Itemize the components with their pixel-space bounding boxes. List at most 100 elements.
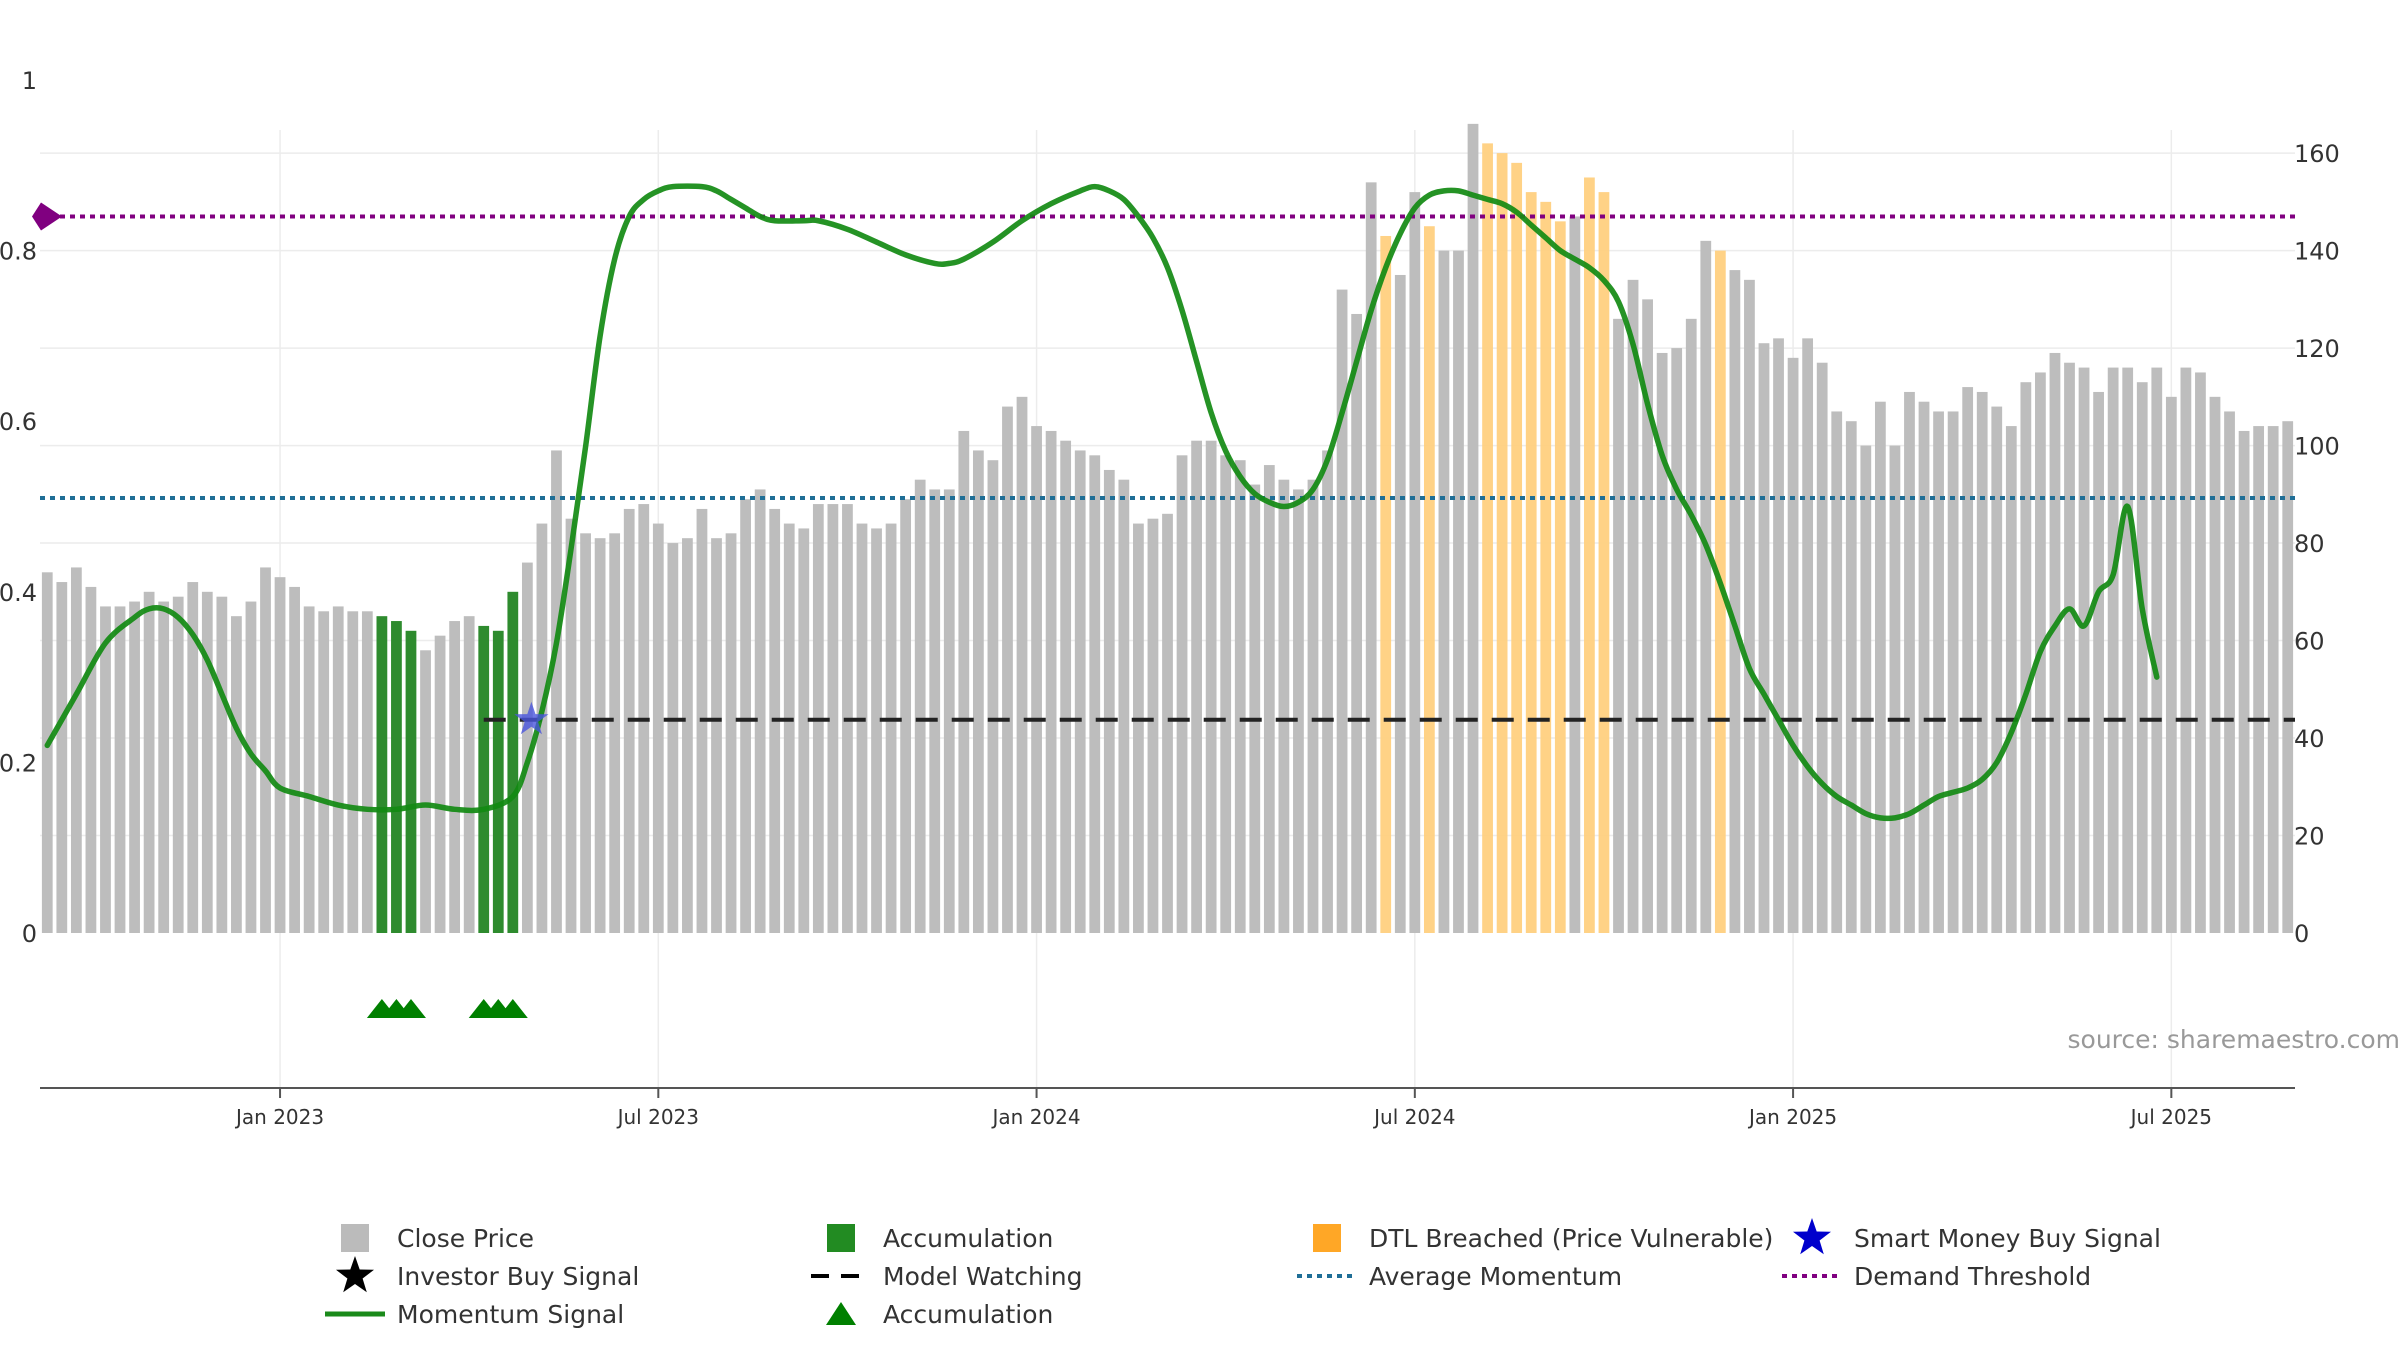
close-price-bar [2165, 396, 2177, 933]
x-tick-label: Jan 2024 [991, 1105, 1081, 1129]
close-price-bar [1729, 270, 1741, 933]
accumulation-bar [391, 621, 402, 933]
close-price-bar [420, 650, 431, 933]
x-tick-label: Jul 2023 [616, 1105, 699, 1129]
close-price-bar [594, 538, 606, 933]
legend-label: Model Watching [883, 1262, 1083, 1291]
close-price-bar [1162, 513, 1173, 933]
close-price-bar [158, 601, 170, 933]
right-tick-label: 80 [2294, 530, 2325, 558]
close-price-bar [1802, 338, 1814, 933]
close-price-bar [987, 460, 999, 933]
close-price-bar [2209, 396, 2221, 933]
close-price-bar [871, 528, 882, 933]
close-price-bar [1627, 279, 1639, 933]
close-price-bar [2078, 367, 2090, 933]
smart-money-buy-star [514, 701, 549, 735]
dtl-breached-bar [1598, 192, 1610, 933]
legend-swatch-star [1793, 1218, 1831, 1255]
dtl-breached-bar [1714, 250, 1726, 934]
legend: Close Price Accumulation DTL Breached (Pri… [325, 1218, 2161, 1329]
legend-swatch-square [341, 1224, 369, 1252]
legend-label: Investor Buy Signal [397, 1262, 639, 1291]
close-price-bar [1758, 343, 1770, 933]
close-price-bar [856, 523, 868, 933]
right-tick-label: 120 [2294, 335, 2340, 363]
momentum-layer [44, 183, 2160, 822]
close-price-bar [521, 562, 533, 933]
close-price-bar [1089, 455, 1101, 933]
close-price-bar [1351, 313, 1363, 934]
close-price-bar [1656, 352, 1668, 934]
left-tick-label: 1 [22, 67, 37, 95]
signal-markers [366, 701, 549, 1018]
close-price-bar [1947, 411, 1959, 933]
left-tick-label: 0 [22, 920, 37, 948]
close-price-bar [914, 479, 926, 933]
x-tick-label: Jan 2025 [1747, 1105, 1837, 1129]
legend-swatch-triangle [826, 1302, 856, 1325]
close-price-bar [1045, 430, 1057, 933]
close-price-bar [1409, 192, 1421, 933]
close-price-bar [260, 567, 271, 933]
dtl-breached-bar [1511, 162, 1523, 933]
legend-label: Close Price [397, 1224, 534, 1253]
close-price-bar [2107, 367, 2119, 933]
close-price-bar [1991, 406, 2003, 933]
close-price-bar [114, 606, 126, 933]
close-price-bar [1060, 440, 1072, 933]
close-price-bar [1133, 523, 1144, 933]
close-price-bar [1220, 455, 1232, 933]
close-price-bar [2195, 372, 2206, 933]
close-price-bar [972, 450, 984, 933]
accumulation-bar [478, 625, 490, 933]
legend-label: DTL Breached (Price Vulnerable) [1369, 1224, 1773, 1253]
close-price-bar [711, 538, 722, 933]
close-price-bar [2151, 367, 2163, 933]
close-price-bar [943, 489, 955, 933]
dtl-breached-bar [1584, 177, 1595, 933]
close-price-bar [783, 523, 795, 933]
close-price-bar [1816, 362, 1828, 933]
left-tick-label: 0.8 [0, 238, 37, 266]
close-price-bar [318, 611, 330, 933]
close-price-bar [231, 616, 242, 933]
close-price-bar [56, 582, 68, 933]
close-price-bar [201, 591, 213, 933]
close-price-bar [1118, 479, 1130, 933]
close-price-bar [2049, 352, 2061, 934]
legend-label: Average Momentum [1369, 1262, 1622, 1291]
dtl-breached-bar [1554, 221, 1566, 934]
close-price-bar [2180, 367, 2192, 933]
close-price-bar [1962, 387, 1974, 934]
close-price-bar [303, 606, 315, 933]
close-price-bar [347, 611, 359, 933]
close-price-bar [1787, 357, 1799, 933]
close-price-bar [1031, 426, 1042, 933]
price-bars [41, 123, 2294, 934]
accumulation-triangle [395, 999, 426, 1018]
accumulation-bar [507, 591, 519, 933]
close-price-bar [245, 601, 257, 933]
left-tick-label: 0.6 [0, 408, 37, 436]
close-price-bar [2238, 430, 2250, 933]
legend-swatch-square [1313, 1224, 1341, 1252]
accumulation-bar [376, 616, 388, 933]
close-price-bar [1293, 489, 1304, 933]
close-price-bar [216, 596, 228, 933]
close-price-bar [1976, 391, 1988, 933]
close-price-bar [1336, 289, 1348, 933]
legend-label: Accumulation [883, 1300, 1053, 1329]
close-price-bar [2253, 426, 2265, 933]
close-price-bar [827, 504, 839, 933]
close-price-bar [1016, 396, 1028, 933]
right-tick-label: 40 [2294, 725, 2325, 753]
close-price-bar [85, 586, 97, 933]
close-price-bar [565, 518, 577, 933]
close-price-bar [1904, 391, 1915, 933]
close-price-bar [100, 606, 111, 933]
close-price-bar [1453, 250, 1464, 934]
close-price-bar [1874, 401, 1886, 933]
close-price-bar [1322, 450, 1333, 933]
close-price-bar [2093, 391, 2104, 933]
